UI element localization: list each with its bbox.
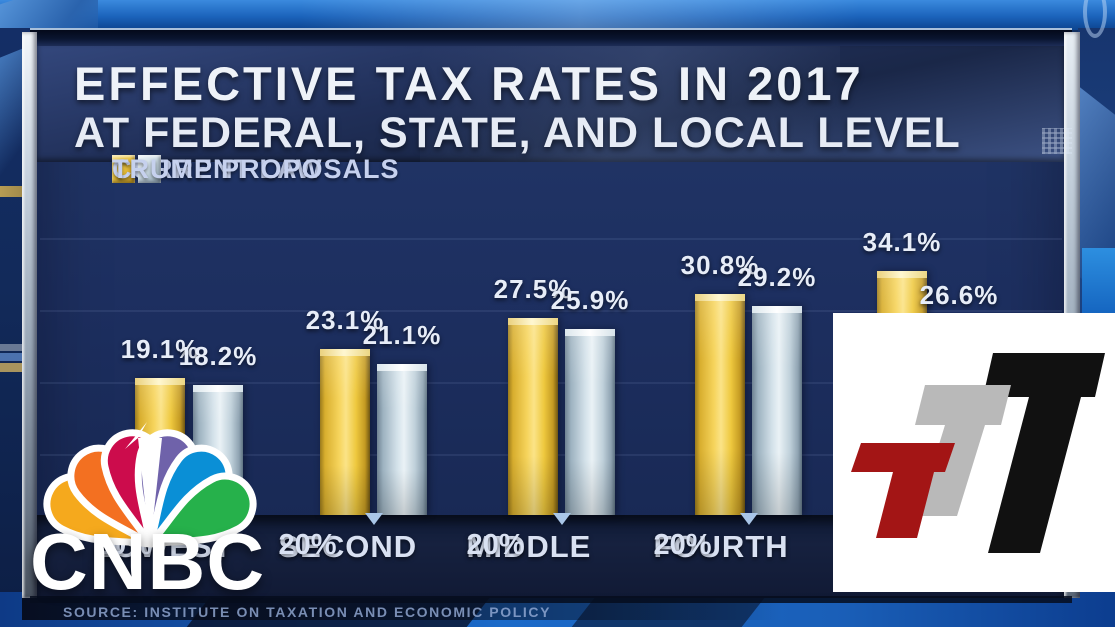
bar-current-law-0-value-label: 19.1% bbox=[120, 334, 200, 364]
bar-current-law-4-value-label: 34.1% bbox=[862, 227, 942, 257]
title-band bbox=[37, 46, 1064, 162]
board-top-edge bbox=[30, 28, 1072, 46]
board-frame-left bbox=[22, 32, 37, 598]
video-artifact bbox=[1042, 128, 1072, 154]
bar-current-law-2-value-label: 27.5% bbox=[493, 274, 573, 304]
studio-light-sheen bbox=[300, 0, 860, 30]
bar-trump-proposals-3-value-label: 29.2% bbox=[737, 262, 817, 292]
legend-swatch-current-law bbox=[112, 155, 135, 183]
bar-trump-proposals-2-value-label: 25.9% bbox=[550, 285, 630, 315]
bar-trump-proposals-1-value-label: 21.1% bbox=[362, 320, 442, 350]
ttt-monogram-icon bbox=[851, 353, 1105, 553]
bar-trump-proposals-4-value-label: 26.6% bbox=[919, 280, 999, 310]
studio-bright-panel bbox=[1082, 248, 1115, 314]
nbc-peacock-icon bbox=[43, 422, 257, 548]
source-attribution: SOURCE: INSTITUTE ON TAXATION AND ECONOM… bbox=[63, 604, 552, 620]
monogram-t-gray bbox=[915, 385, 1011, 516]
bar-trump-proposals-0-value-label: 18.2% bbox=[178, 341, 258, 371]
title-band-sheen bbox=[420, 46, 840, 162]
axis-arrow-1 bbox=[364, 513, 383, 525]
axis-arrow-2 bbox=[552, 513, 571, 525]
axis-arrow-3 bbox=[739, 513, 758, 525]
bar-current-law-1-value-label: 23.1% bbox=[305, 305, 385, 335]
legend-label-trump-proposals: TRUMP PROPOSALS bbox=[112, 153, 400, 184]
bar-current-law-3 bbox=[695, 294, 745, 515]
gridline-0 bbox=[40, 238, 1062, 240]
monogram-t-red bbox=[851, 443, 955, 538]
chart-title-line1: EFFECTIVE TAX RATES IN 2017 bbox=[74, 57, 864, 110]
peacock-body bbox=[138, 438, 162, 548]
bar-trump-proposals-1 bbox=[377, 364, 427, 515]
bar-trump-proposals-2 bbox=[565, 329, 615, 515]
studio-background-top bbox=[0, 0, 1115, 30]
bar-current-law-2 bbox=[508, 318, 558, 515]
chart-title-line2: AT FEDERAL, STATE, AND LOCAL LEVEL bbox=[74, 109, 961, 157]
bar-current-law-3-value-label: 30.8% bbox=[680, 250, 760, 280]
bar-current-law-1 bbox=[320, 349, 370, 515]
peacock-beak bbox=[125, 422, 147, 449]
board-bottom-edge bbox=[30, 596, 1072, 603]
legend-swatch-trump-proposals bbox=[138, 155, 161, 183]
countdown-zero-glyph bbox=[1083, 0, 1107, 38]
peacock-feather-5 bbox=[146, 472, 257, 548]
gridline-1 bbox=[40, 310, 1062, 312]
cnbc-logo: CNBC bbox=[0, 400, 310, 627]
cnbc-wordmark: CNBC bbox=[30, 517, 266, 606]
monogram-t-black bbox=[983, 353, 1105, 553]
bar-trump-proposals-3 bbox=[752, 306, 802, 515]
overlay-logo-card bbox=[833, 313, 1115, 592]
